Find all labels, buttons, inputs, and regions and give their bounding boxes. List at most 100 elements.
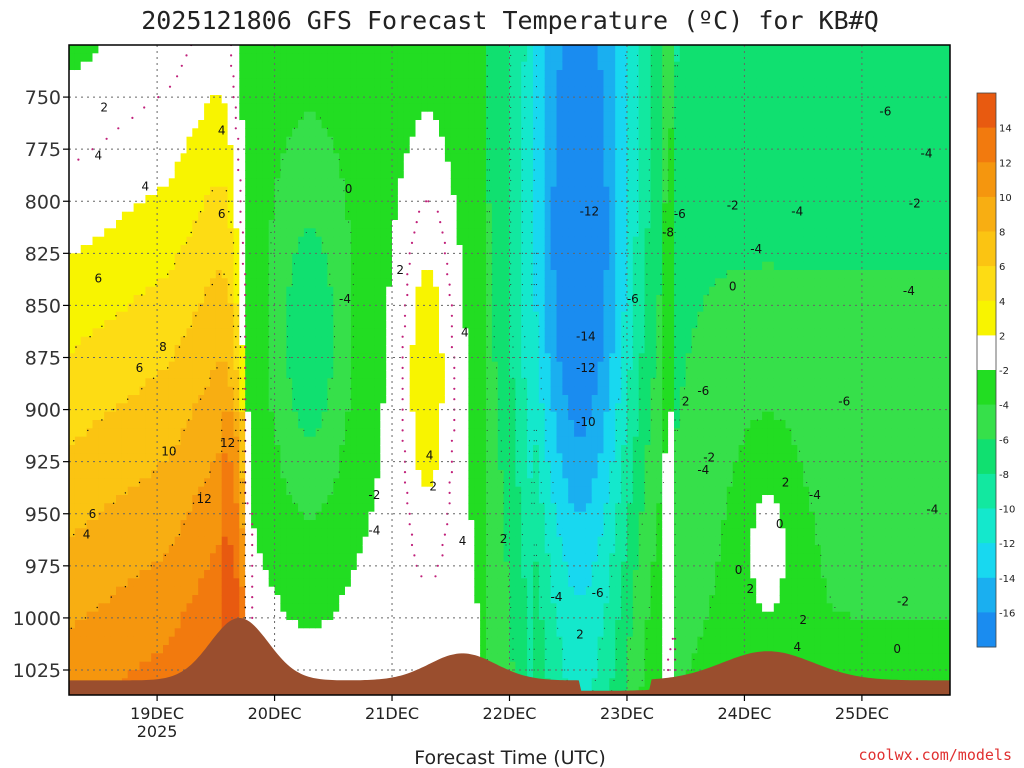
heatmap-cell [427,328,434,338]
heatmap-cell [69,553,76,563]
heatmap-cell [286,403,293,413]
heatmap-cell [74,103,82,113]
heatmap-cell [227,111,235,121]
heatmap-cell [392,561,399,571]
heatmap-cell [339,70,346,79]
heatmap-cell [392,536,399,546]
heatmap-cell [86,461,94,471]
heatmap-cell [292,211,299,221]
heatmap-cell [274,420,282,429]
heatmap-cell [204,386,211,396]
heatmap-cell [80,595,88,604]
heatmap-cell [309,328,317,338]
heatmap-cell [192,403,199,413]
heatmap-cell [116,661,123,671]
heatmap-cell [127,378,135,388]
heatmap-cell [239,286,246,296]
heatmap-cell [69,436,76,446]
heatmap-cell [174,195,182,204]
heatmap-cell [80,645,88,654]
heatmap-cell [145,128,152,138]
heatmap-cell [210,495,217,504]
heatmap-cell [292,370,299,379]
heatmap-cell [80,278,88,288]
heatmap-cell [174,395,182,404]
heatmap-cell [69,170,76,179]
heatmap-cell [427,195,434,204]
heatmap-cell [198,436,205,446]
heatmap-cell [69,595,76,604]
heatmap-cell [386,411,393,421]
heatmap-cell [327,586,334,596]
heatmap-cell [192,511,199,521]
heatmap-cell [210,253,217,263]
heatmap-cell [262,211,270,221]
heatmap-cell [421,603,428,613]
heatmap-cell [233,111,240,121]
heatmap-cell [145,303,152,313]
heatmap-cell [274,53,282,63]
heatmap-cell [210,520,217,529]
heatmap-cell [292,570,299,579]
heatmap-cell [163,261,170,271]
heatmap-cell [110,511,117,521]
heatmap-cell [356,253,364,263]
heatmap-cell [186,61,193,71]
heatmap-cell [327,478,334,488]
heatmap-cell [86,595,94,604]
heatmap-cell [356,403,364,413]
heatmap-cell [409,395,417,404]
heatmap-cell [350,586,358,596]
heatmap-cell [392,478,399,488]
heatmap-cell [274,603,282,613]
heatmap-cell [69,53,76,63]
heatmap-cell [69,295,76,304]
heatmap-cell [151,395,158,404]
heatmap-cell [262,420,270,429]
heatmap-cell [403,403,411,413]
heatmap-cell [210,111,217,121]
heatmap-cell [174,470,182,479]
heatmap-cell [98,236,105,246]
heatmap-cell [380,178,387,188]
heatmap-cell [345,203,352,213]
heatmap-cell [280,70,287,79]
heatmap-cell [74,395,82,404]
heatmap-cell [321,236,329,246]
heatmap-cell [145,495,152,504]
heatmap-cell [350,386,358,396]
heatmap-cell [98,653,105,663]
heatmap-cell [121,53,129,63]
heatmap-cell [127,311,135,321]
heatmap-cell [139,211,146,221]
heatmap-cell [327,420,334,429]
heatmap-cell [327,361,334,371]
heatmap-cell [74,461,82,471]
heatmap-cell [292,220,299,229]
heatmap-cell [245,111,252,121]
heatmap-cell [368,653,375,663]
heatmap-cell [303,286,311,296]
heatmap-cell [362,361,370,371]
heatmap-cell [303,411,311,421]
heatmap-cell [333,228,340,238]
heatmap-cell [315,245,323,254]
heatmap-cell [251,420,258,429]
heatmap-cell [110,661,117,671]
heatmap-cell [298,220,305,229]
heatmap-cell [380,311,387,321]
heatmap-cell [69,286,76,296]
heatmap-cell [298,486,305,496]
heatmap-cell [380,136,387,146]
heatmap-cell [186,211,193,221]
heatmap-cell [421,203,428,213]
heatmap-cell [145,45,152,54]
heatmap-cell [327,78,334,88]
heatmap-cell [74,328,82,338]
heatmap-cell [397,645,405,654]
heatmap-cell [386,661,393,671]
heatmap-cell [368,486,375,496]
heatmap-cell [110,545,117,554]
heatmap-cell [298,178,305,188]
heatmap-cell [262,470,270,479]
